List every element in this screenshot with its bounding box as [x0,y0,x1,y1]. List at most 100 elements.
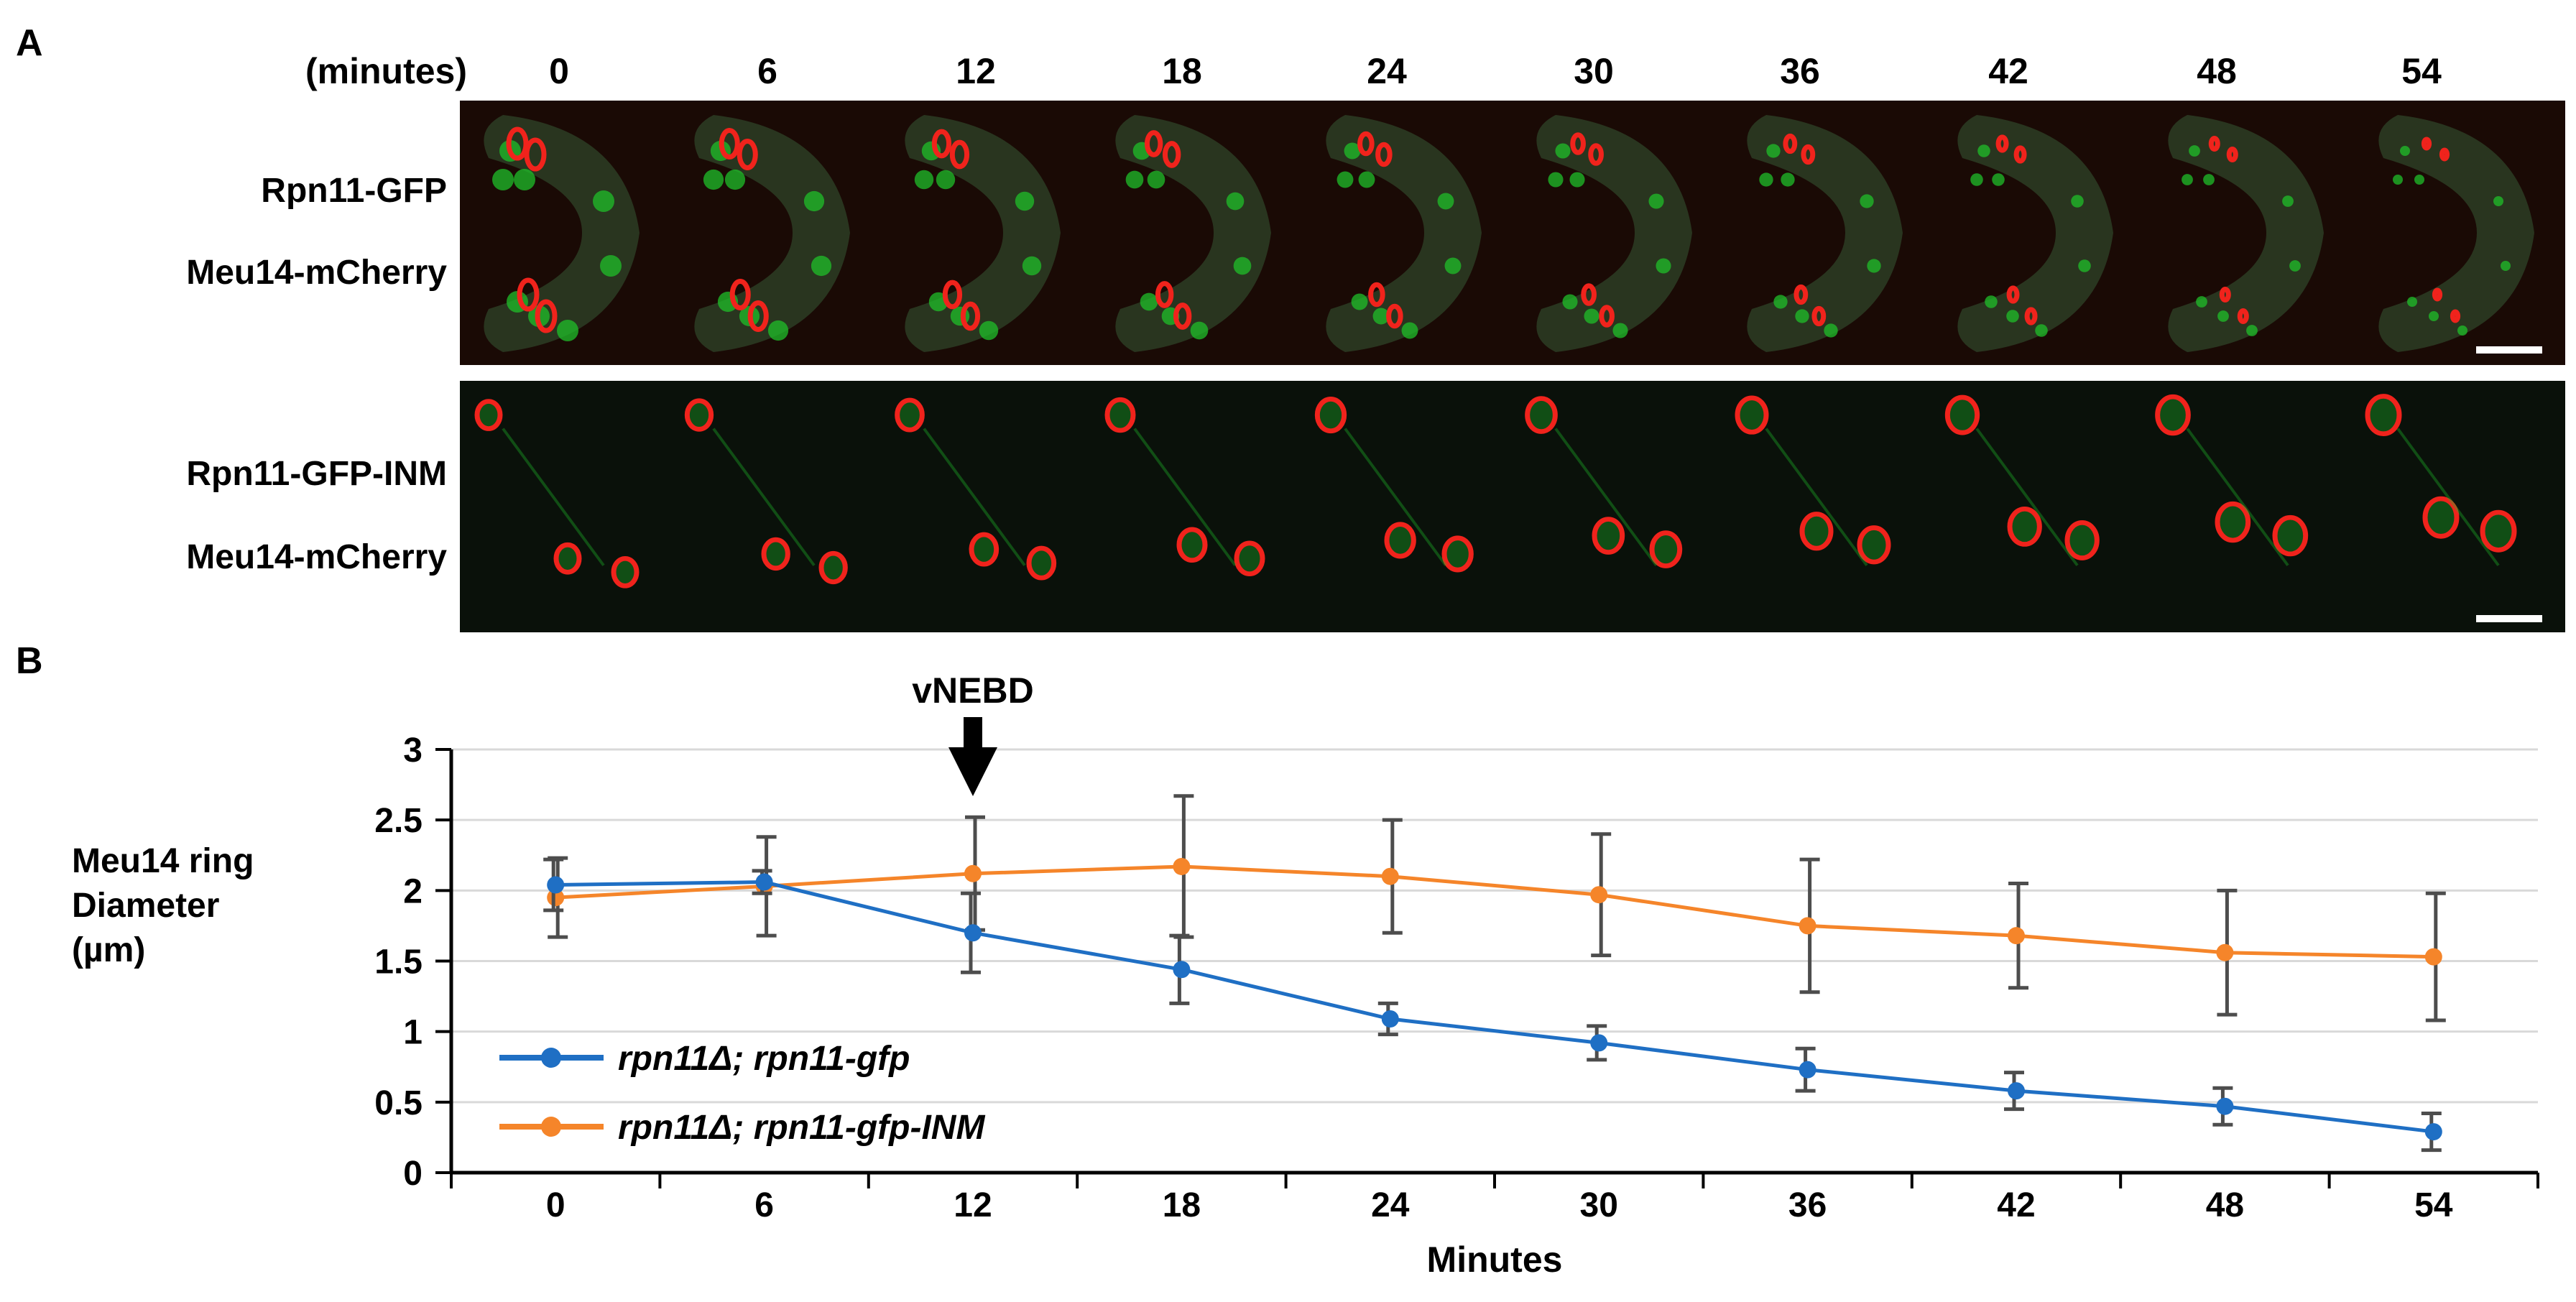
gfp-nucleus [971,534,997,565]
meu14-ring [960,301,981,331]
meu14-ring [1386,303,1403,329]
gfp-nucleus [1237,542,1262,574]
gfp-nucleus [2067,522,2097,558]
gfp-punctum [2196,296,2207,308]
meu14-ring [2480,509,2517,553]
meu14-ring [1599,305,1615,328]
gfp-punctum [1970,173,1983,186]
panel-b-letter: B [16,640,43,682]
micrograph-frame-2-1 [670,381,881,632]
time-label-0: 0 [549,51,569,91]
gfp-nucleus [1029,548,1054,578]
gfp-punctum [2282,195,2294,207]
meu14-ring [1995,134,2009,153]
meu14-ring [2226,146,2238,163]
gfp-punctum [1569,172,1585,188]
meu14-ring [1368,282,1385,308]
gfp-nucleus [556,545,579,573]
gfp-trail [712,428,816,566]
meu14-ring [2421,137,2432,151]
gfp-punctum [1140,292,1158,311]
cell-body [1747,115,1903,352]
gfp-punctum [703,169,724,190]
meu14-ring [1314,397,1347,434]
cell-body [905,115,1061,352]
gfp-nucleus [1444,537,1472,571]
gfp-trail [1975,428,2079,566]
gfp-punctum [1372,308,1390,325]
x-tick-label: 54 [2414,1186,2453,1224]
micrograph-frame-1-1 [670,101,881,365]
meu14-ring [1375,142,1393,167]
meu14-ring [553,542,582,575]
meu14-ring [895,397,925,433]
y-tick-label: 0.5 [374,1084,423,1122]
gfp-punctum [2393,175,2403,185]
gfp-trail [923,428,1026,566]
micrograph-frame-1-0 [460,101,670,365]
data-point [1173,857,1191,875]
micrograph-frame-1-7 [1934,101,2144,365]
micrograph-frame-1-9 [2355,101,2565,365]
data-point [1381,867,1399,885]
cell-body [1957,115,2113,352]
meu14-ring [2215,501,2251,543]
gfp-punctum [2182,174,2193,185]
series-line-0 [555,880,2434,1134]
meu14-ring [2155,394,2191,436]
gfp-punctum [1233,257,1252,275]
gfp-nucleus [614,558,637,586]
legend-swatch-marker [541,1117,561,1137]
gfp-punctum [593,190,614,212]
legend-label: rpn11Δ; rpn11-gfp [618,1040,910,1078]
micrograph-frame-1-3 [1091,101,1302,365]
meu14-ring [949,139,970,170]
gfp-nucleus [1947,397,1977,433]
gfp-punctum [767,320,789,341]
data-point [1381,1010,1399,1028]
gfp-trail [1344,428,1447,566]
meu14-ring [1581,283,1597,306]
meu14-ring [1525,396,1558,434]
gfp-nucleus [2275,517,2306,554]
meu14-ring [2365,394,2402,437]
gfp-punctum [2400,146,2410,156]
gfp-punctum [1648,193,1664,209]
gfp-trail [2396,428,2500,566]
data-point [2216,1097,2234,1115]
legend-swatch-marker [541,1048,561,1068]
meu14-ring [2439,147,2450,162]
gfp-punctum [1401,322,1418,339]
micrograph-frame-1-4 [1302,101,1513,365]
vnebd-label: vNEBD [912,670,1033,711]
x-tick-label: 48 [2206,1186,2244,1224]
y-tick-label: 2.5 [374,802,423,840]
x-tick-label: 18 [1163,1186,1201,1224]
time-label-12: 12 [956,51,996,91]
time-label-18: 18 [1162,51,1202,91]
micrograph-frame-2-6 [1723,381,1934,632]
gfp-punctum [1656,258,1671,274]
meu14-ring [1783,133,1798,154]
data-point [2008,1082,2025,1100]
gfp-punctum [1344,142,1361,160]
meu14-ring [931,129,952,159]
gfp-punctum [492,169,514,190]
gfp-punctum [1992,173,2005,186]
y-tick-label: 2 [403,872,423,910]
meu14-ring [2432,287,2443,302]
meu14-ring [1173,303,1192,330]
time-unit-label: (minutes) [305,51,467,91]
gfp-trail [2186,428,2289,566]
legend-label: rpn11Δ; rpn11-gfp-INM [618,1109,985,1147]
x-tick-label: 30 [1580,1186,1618,1224]
micrograph-strip-row2 [460,381,2565,632]
micrograph-frame-2-2 [881,381,1091,632]
gfp-punctum [557,320,578,341]
scale-bar-row2 [2476,615,2542,622]
gfp-punctum [2078,259,2091,272]
gfp-punctum [600,255,622,277]
data-point [1799,917,1816,935]
gfp-punctum [2006,310,2019,323]
gfp-punctum [1562,294,1578,310]
